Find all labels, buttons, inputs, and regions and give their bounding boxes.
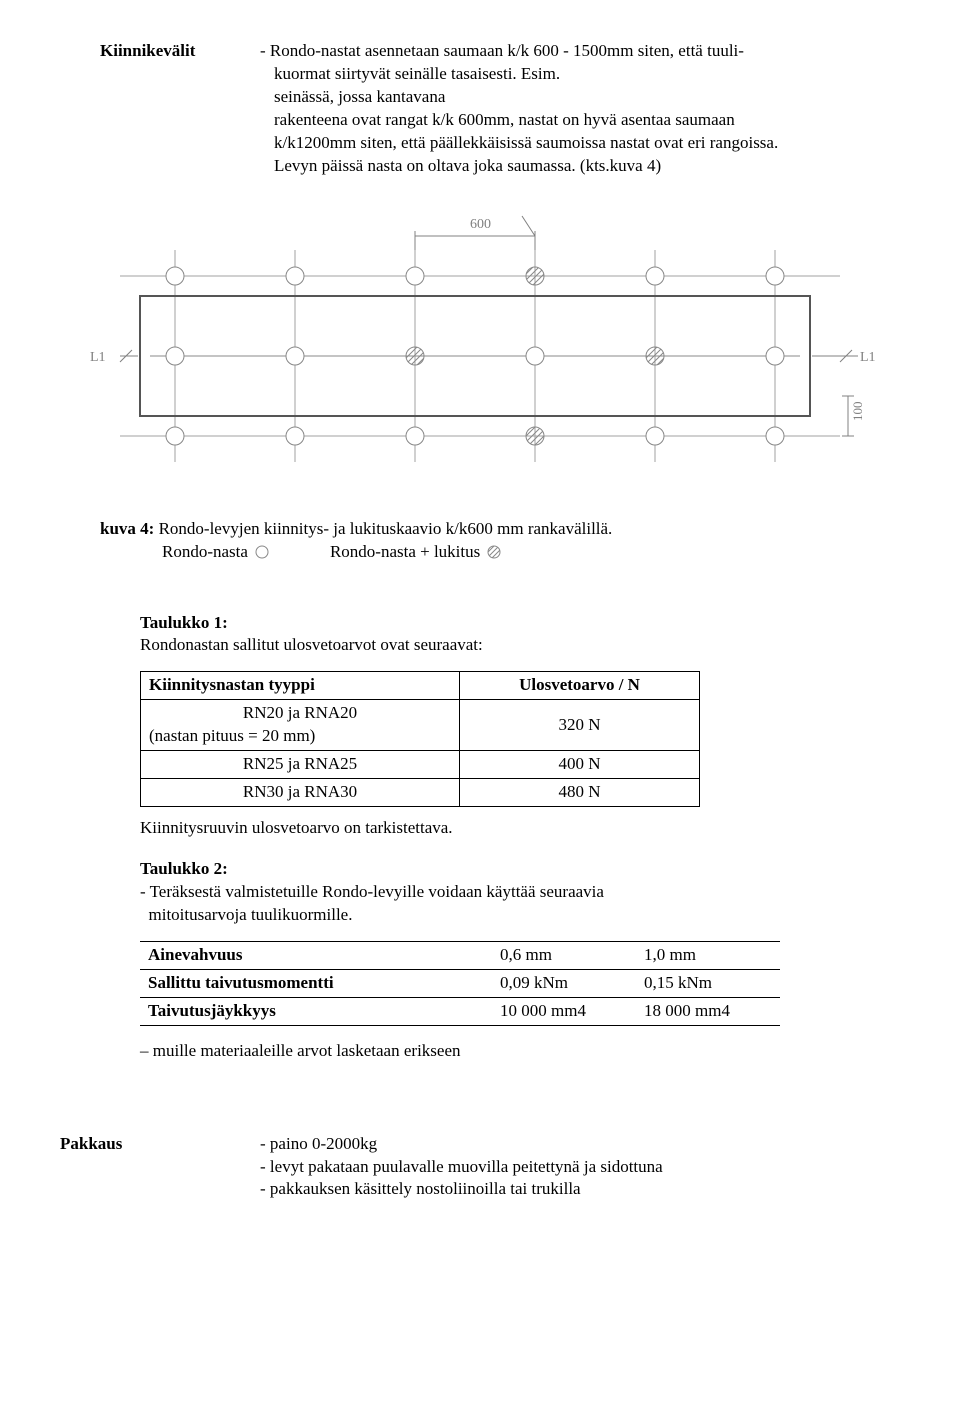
table2-sub2: mitoitusarvoja tuulikuormille. — [140, 904, 900, 927]
hatch-circle-icon — [486, 544, 502, 560]
intro-line-4: rakenteena ovat rangat k/k 600mm, nastat… — [260, 109, 900, 132]
legend-plain: Rondo-nasta — [162, 541, 270, 564]
table2-sub1: - Teräksestä valmistetuille Rondo-levyil… — [140, 881, 900, 904]
cell: 0,6 mm — [492, 941, 636, 969]
cell: Ainevahvuus — [140, 941, 492, 969]
cell: 400 N — [460, 751, 700, 779]
cell: 18 000 mm4 — [636, 997, 780, 1025]
intro-line-1: Rondo-nastat asennetaan saumaan k/k 600 … — [260, 40, 900, 63]
table1-note: Kiinnitysruuvin ulosvetoarvo on tarkiste… — [140, 817, 900, 840]
list-item: paino 0-2000kg — [260, 1133, 900, 1156]
cell: 10 000 mm4 — [492, 997, 636, 1025]
intro-line-6: Levyn päissä nasta on oltava joka saumas… — [260, 155, 900, 178]
cell: RN30 ja RNA30 — [141, 779, 460, 807]
cell: Sallittu taivutusmomentti — [140, 969, 492, 997]
muille-item: muille materiaaleille arvot lasketaan er… — [158, 1040, 900, 1063]
caption-legend: Rondo-nasta Rondo-nasta + lukitus — [100, 541, 900, 564]
table-row: RN20 ja RNA20 (nastan pituus = 20 mm) 32… — [141, 700, 700, 751]
dim-100: 100 — [850, 401, 865, 421]
table-row: Taivutusjäykkyys 10 000 mm4 18 000 mm4 — [140, 997, 780, 1025]
table-row: RN25 ja RNA25 400 N — [141, 751, 700, 779]
table2: Ainevahvuus 0,6 mm 1,0 mm Sallittu taivu… — [140, 941, 780, 1026]
table1-section: Taulukko 1: Rondonastan sallitut ulosvet… — [140, 612, 900, 1063]
list-item: pakkauksen käsittely nostoliinoilla tai … — [260, 1178, 900, 1201]
cell-text: (nastan pituus = 20 mm) — [149, 725, 451, 748]
plain-circle-icon — [254, 544, 270, 560]
table-row: Sallittu taivutusmomentti 0,09 kNm 0,15 … — [140, 969, 780, 997]
intro-list: Rondo-nastat asennetaan saumaan k/k 600 … — [260, 40, 900, 63]
muille-list: muille materiaaleille arvot lasketaan er… — [140, 1040, 900, 1063]
cell: 320 N — [460, 700, 700, 751]
table-row: Kiinnitysnastan tyyppi Ulosvetoarvo / N — [141, 672, 700, 700]
header-row: Kiinnikevälit Rondo-nastat asennetaan sa… — [100, 40, 900, 178]
table1: Kiinnitysnastan tyyppi Ulosvetoarvo / N … — [140, 671, 700, 807]
table2-heading: Taulukko 2: — [140, 858, 900, 881]
cell: RN25 ja RNA25 — [141, 751, 460, 779]
cell-text: RN20 ja RNA20 — [243, 703, 357, 722]
caption-text: Rondo-levyjen kiinnitys- ja lukituskaavi… — [159, 519, 613, 538]
diagram-caption: kuva 4: Rondo-levyjen kiinnitys- ja luki… — [100, 518, 900, 564]
section-label: Kiinnikevälit — [100, 40, 260, 63]
cell: 480 N — [460, 779, 700, 807]
pakkaus-content: paino 0-2000kg levyt pakataan puulavalle… — [260, 1133, 900, 1202]
table1-heading: Taulukko 1: — [140, 612, 900, 635]
cell: 0,15 kNm — [636, 969, 780, 997]
intro-content: Rondo-nastat asennetaan saumaan k/k 600 … — [260, 40, 900, 178]
pakkaus-label: Pakkaus — [60, 1133, 260, 1156]
intro-line-5: k/k1200mm siten, että päällekkäisissä sa… — [260, 132, 900, 155]
table1-sub: Rondonastan sallitut ulosvetoarvot ovat … — [140, 634, 900, 657]
legend-plain-text: Rondo-nasta — [162, 541, 248, 564]
table1-col2: Ulosvetoarvo / N — [460, 672, 700, 700]
l1-right: L1 — [860, 350, 876, 365]
l1-left: L1 — [90, 350, 106, 365]
cell: RN20 ja RNA20 (nastan pituus = 20 mm) — [141, 700, 460, 751]
caption-bold: kuva 4: — [100, 519, 154, 538]
intro-line-2: kuormat siirtyvät seinälle tasaisesti. E… — [260, 63, 900, 86]
legend-hatch-text: Rondo-nasta + lukitus — [330, 541, 480, 564]
diagram: 600 L1 L1 100 — [60, 206, 900, 564]
table-row: RN30 ja RNA30 480 N — [141, 779, 700, 807]
intro-line-3: seinässä, jossa kantavana — [260, 86, 900, 109]
pakkaus-list: paino 0-2000kg levyt pakataan puulavalle… — [260, 1133, 900, 1202]
cell: Taivutusjäykkyys — [140, 997, 492, 1025]
pakkaus-section: Pakkaus paino 0-2000kg levyt pakataan pu… — [0, 1133, 900, 1202]
table2-block: Taulukko 2: - Teräksestä valmistetuille … — [140, 858, 900, 1063]
table-row: Ainevahvuus 0,6 mm 1,0 mm — [140, 941, 780, 969]
legend-hatch: Rondo-nasta + lukitus — [330, 541, 502, 564]
intro-text: Rondo-nastat asennetaan saumaan k/k 600 … — [270, 41, 744, 60]
diagram-svg: 600 L1 L1 100 — [60, 206, 900, 506]
cell: 1,0 mm — [636, 941, 780, 969]
dim-600: 600 — [470, 217, 491, 232]
list-item: levyt pakataan puulavalle muovilla peite… — [260, 1156, 900, 1179]
table1-col1: Kiinnitysnastan tyyppi — [141, 672, 460, 700]
cell: 0,09 kNm — [492, 969, 636, 997]
